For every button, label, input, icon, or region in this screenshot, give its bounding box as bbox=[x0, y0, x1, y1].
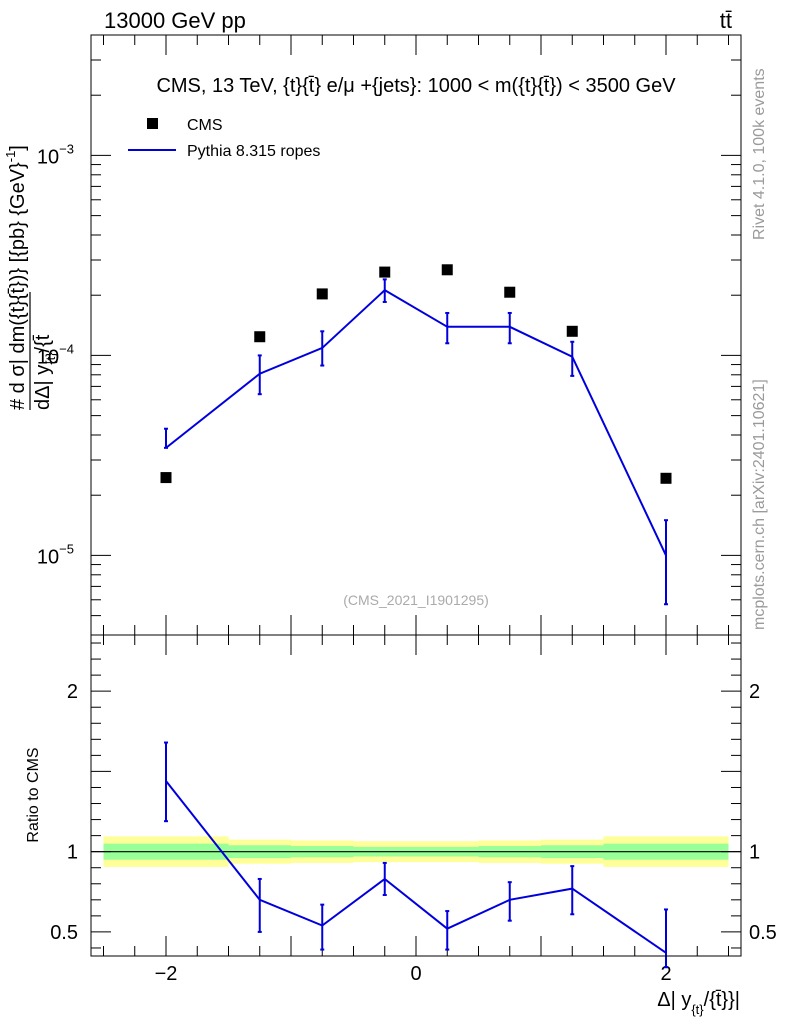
ratio-mc-line bbox=[165, 780, 667, 954]
ratio-y-tick-label-right: 1 bbox=[749, 842, 760, 864]
cms-data-point bbox=[316, 288, 328, 300]
cms-data-point bbox=[566, 325, 578, 337]
main-axis-ticks: 10−3 10−4 10−5 bbox=[37, 34, 741, 636]
cms-data-point bbox=[379, 266, 391, 278]
x-tick-label: −2 bbox=[155, 963, 178, 985]
ylabel-num: # d σ bbox=[7, 364, 29, 410]
xlabel-sub: {t} bbox=[691, 1002, 704, 1017]
cms-data-point bbox=[254, 331, 266, 343]
x-tick-label: 2 bbox=[660, 963, 671, 985]
xlabel: Δ| y{t}/{t̄}}| bbox=[657, 989, 740, 1017]
x-tick-label: 0 bbox=[410, 963, 421, 985]
xlabel-main: Δ| y bbox=[657, 989, 691, 1011]
mcplots-info: mcplots.cern.ch [arXiv:2401.10621] bbox=[751, 379, 768, 630]
ratio-axis-ticks: 0.5 0.5 1 1 2 2 −2 0 2 bbox=[50, 635, 777, 985]
cms-data-point bbox=[504, 286, 516, 298]
ylabel-den: dΔ| y bbox=[32, 365, 54, 410]
cms-data-point bbox=[160, 472, 172, 484]
ratio-panel: 0.5 0.5 1 1 2 2 −2 0 2 Ratio to CMS Δ| y{t}/{t̄}… bbox=[25, 634, 777, 1017]
ratio-y-tick-label-left: 2 bbox=[67, 681, 78, 703]
cms-data-point bbox=[660, 472, 672, 484]
legend-mc-label: Pythia 8.315 ropes bbox=[187, 143, 320, 160]
ratio-y-tick-label-left: 1 bbox=[67, 842, 78, 864]
main-data-marks bbox=[160, 264, 672, 606]
ratio-ylabel: Ratio to CMS bbox=[25, 747, 42, 842]
svg-text:dΔ| y{t}/{t̄: dΔ| y{t}/{t̄ bbox=[32, 334, 58, 410]
xlabel-tail: /{t̄}}| bbox=[704, 989, 740, 1011]
ratio-uncertainty-bands bbox=[91, 836, 741, 867]
legend: CMS Pythia 8.315 ropes bbox=[128, 117, 320, 160]
ylabel-exp: -1 bbox=[3, 151, 18, 163]
ratio-y-tick-label-left: 0.5 bbox=[50, 922, 78, 944]
main-ylabel: # d σ| dm({t}{t̄})} [{pb} {GeV}-1] dΔ| y… bbox=[3, 145, 58, 410]
process-label: tt̄ bbox=[720, 8, 732, 33]
y-tick-label: 10−4 bbox=[37, 341, 74, 368]
ratio-data-marks bbox=[164, 741, 668, 969]
analysis-watermark: (CMS_2021_I1901295) bbox=[343, 592, 489, 608]
svg-text:# d σ| dm({t}{t̄})} [{pb} {GeV: # d σ| dm({t}{t̄})} [{pb} {GeV}-1] bbox=[3, 145, 29, 410]
plot-title: CMS, 13 TeV, {t}{t̄} e/μ +{jets}: 1000 <… bbox=[156, 75, 676, 97]
energy-label: 13000 GeV pp bbox=[104, 8, 246, 33]
y-tick-label: 10−5 bbox=[37, 541, 74, 568]
ylabel-den-sub: {t} bbox=[43, 352, 58, 365]
rivet-info: Rivet 4.1.0, 100k events bbox=[751, 68, 768, 240]
ratio-y-tick-label-right: 2 bbox=[749, 681, 760, 703]
cms-data-point bbox=[441, 264, 453, 276]
ratio-frame bbox=[90, 634, 742, 957]
mc-series-line bbox=[165, 288, 667, 556]
legend-cms-marker bbox=[147, 118, 158, 129]
ratio-y-tick-label-right: 0.5 bbox=[749, 922, 777, 944]
ylabel-tail: | dm({t}{t̄})} [{pb} {GeV} bbox=[7, 162, 29, 364]
y-tick-label: 10−3 bbox=[37, 141, 74, 168]
legend-cms-label: CMS bbox=[187, 117, 223, 134]
ylabel-den-tail: /{t̄ bbox=[32, 334, 54, 352]
main-panel: 10−3 10−4 10−5 CMS, 13 TeV, {t}{t̄} e/μ +{… bbox=[3, 34, 742, 636]
